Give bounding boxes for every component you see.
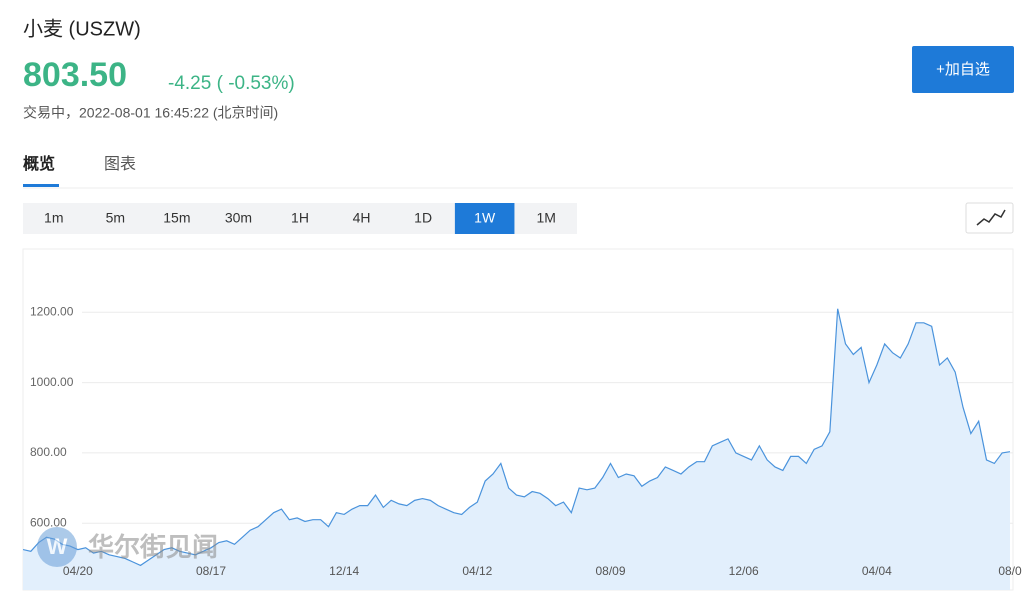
x-tick-label: 04/20 [63, 564, 93, 578]
interval-button[interactable]: 1D [414, 210, 432, 226]
watermark: W 华尔街见闻 [37, 527, 218, 567]
y-tick-label: 1200.00 [30, 304, 74, 318]
y-tick-label: 1000.00 [30, 375, 74, 389]
chart-type-icon [976, 209, 1006, 226]
tab-underline [23, 184, 59, 187]
interval-button[interactable]: 4H [353, 210, 371, 226]
tab[interactable]: 图表 [104, 155, 136, 173]
add-button-label[interactable]: +加自选 [936, 61, 990, 78]
interval-button[interactable]: 1W [474, 210, 496, 226]
interval-active[interactable] [454, 203, 515, 234]
watermark-logo-letter: W [47, 534, 68, 559]
interval-button[interactable]: 30m [225, 210, 252, 226]
y-tick-label: 800.00 [30, 445, 67, 459]
plot: 600.00 800.00 1000.00 1200.00 [23, 304, 1013, 590]
interval-button[interactable]: 1M [536, 210, 555, 226]
x-tick-label: 04/12 [462, 564, 492, 578]
add-button[interactable] [912, 46, 1014, 93]
x-tick-label: 08/17 [196, 564, 226, 578]
x-tick-label: 08/0 [998, 564, 1022, 578]
watermark-text: 华尔街见闻 [88, 532, 218, 563]
price: 803.50 [23, 56, 127, 94]
interval-button[interactable]: 15m [163, 210, 190, 226]
price-change: -4.25 ( -0.53%) [168, 73, 295, 94]
x-tick-label: 04/04 [862, 564, 892, 578]
watermark-logo [37, 527, 77, 567]
interval-button[interactable]: 1H [291, 210, 309, 226]
line [23, 308, 1011, 567]
x-tick-label: 12/14 [329, 564, 359, 578]
interval-button[interactable]: 5m [106, 210, 125, 226]
x-tick-label: 12/06 [729, 564, 759, 578]
y-tick-label: 600.00 [30, 515, 67, 529]
interval-button[interactable]: 1m [44, 210, 63, 226]
x-tick-label: 08/09 [595, 564, 625, 578]
area-fill [23, 308, 1010, 590]
tab[interactable]: 概览 [23, 154, 55, 173]
title: 小麦 (USZW) [23, 17, 141, 40]
chart-type-button[interactable] [965, 202, 1014, 234]
status: 交易中，2022-08-01 16:45:22 (北京时间) [23, 105, 278, 121]
